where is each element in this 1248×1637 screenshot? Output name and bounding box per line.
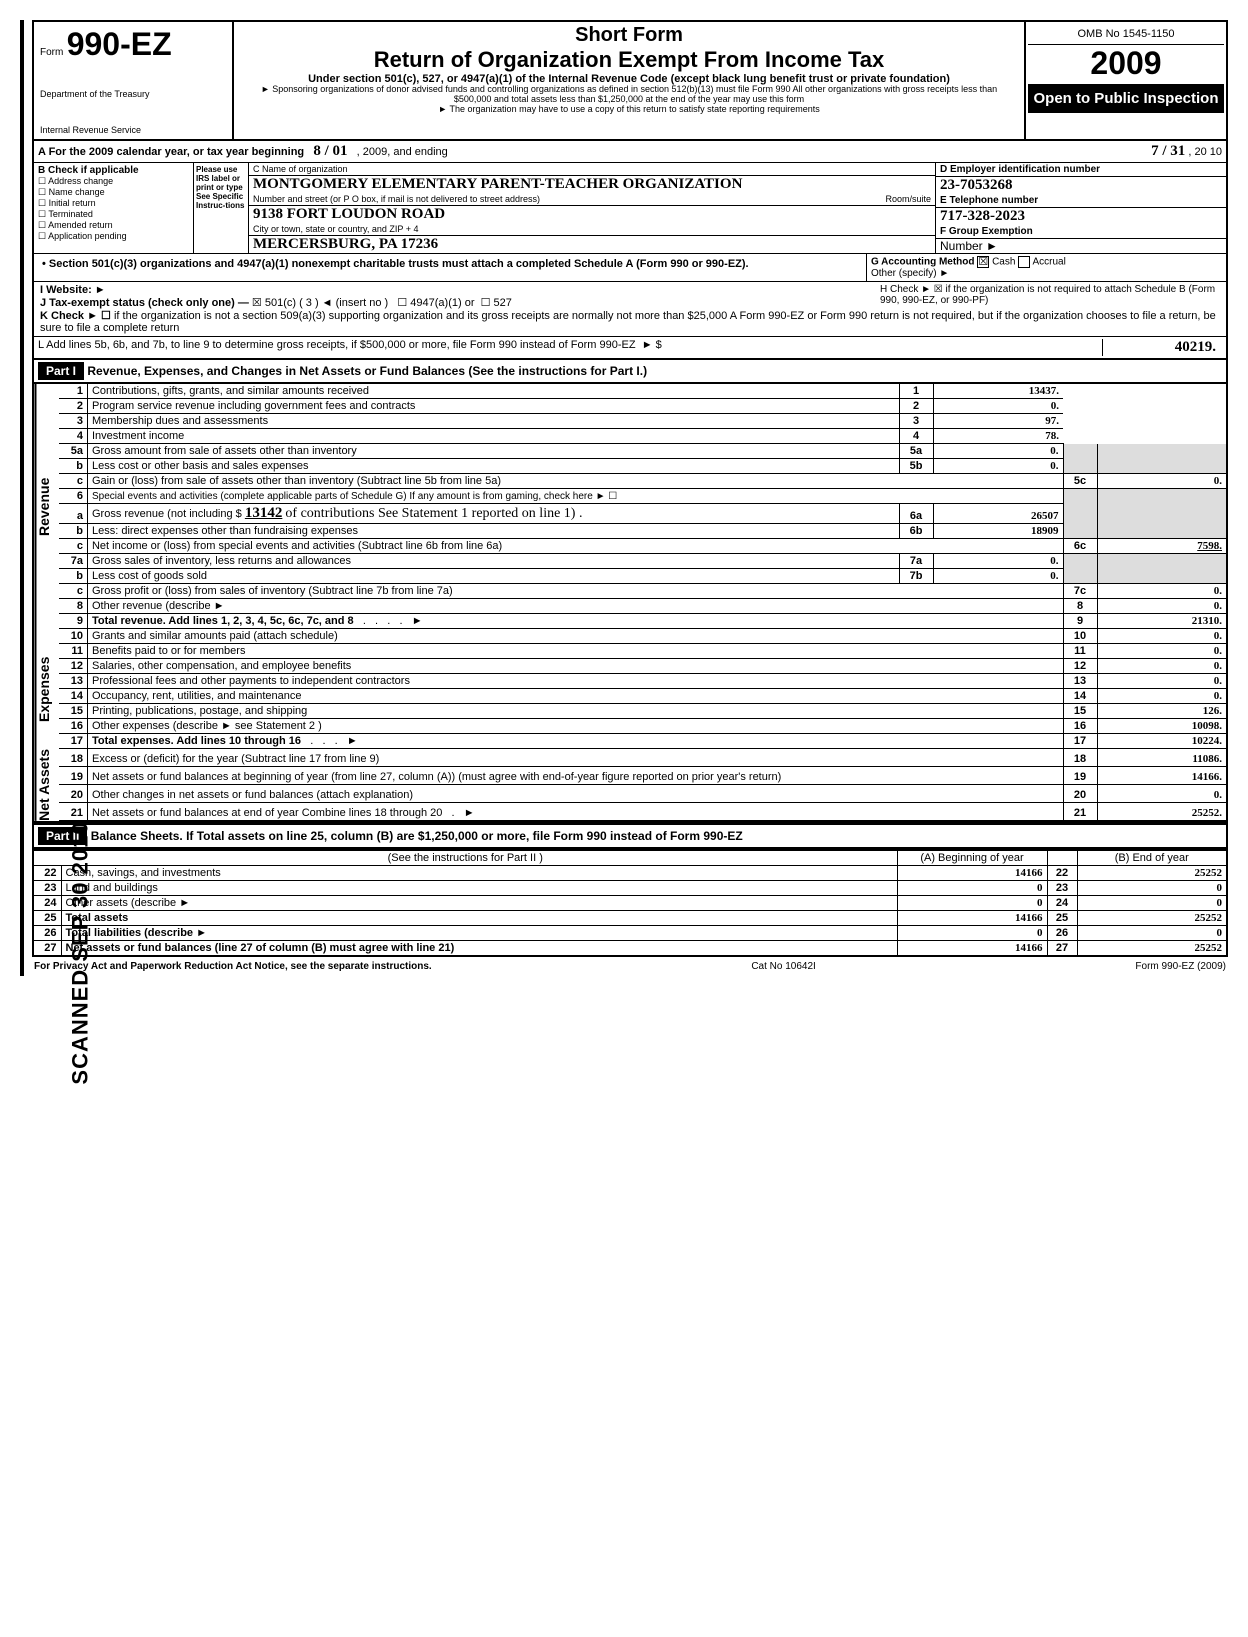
sec501-text: • Section 501(c)(3) organizations and 49… bbox=[34, 254, 866, 281]
part1-badge: Part I bbox=[38, 362, 84, 380]
scanned-stamp: SCANNED SEP 30 2010 bbox=[68, 821, 94, 1084]
tax-year: 2009 bbox=[1028, 45, 1224, 82]
dept-irs: Internal Revenue Service bbox=[40, 125, 226, 135]
k-label: K Check ► ☐ bbox=[40, 310, 111, 322]
section-501: • Section 501(c)(3) organizations and 49… bbox=[32, 254, 1228, 282]
bs-col-a: (A) Beginning of year bbox=[897, 850, 1047, 866]
k-text: if the organization is not a section 509… bbox=[40, 310, 1216, 334]
netassets-table: 18Excess or (deficit) for the year (Subt… bbox=[59, 749, 1228, 821]
dept-treasury: Department of the Treasury bbox=[40, 89, 226, 99]
chk-address[interactable]: ☐ Address change bbox=[38, 176, 189, 187]
org-city: MERCERSBURG, PA 17236 bbox=[249, 236, 935, 253]
part2-title: Balance Sheets. If Total assets on line … bbox=[91, 829, 743, 843]
l-text: L Add lines 5b, 6b, and 7b, to line 9 to… bbox=[38, 339, 636, 351]
form-label: Form bbox=[40, 47, 63, 58]
part1-header: Part I Revenue, Expenses, and Changes in… bbox=[32, 360, 1228, 384]
open-public-badge: Open to Public Inspection bbox=[1028, 84, 1224, 113]
please-use-label: Please use IRS label or print or type Se… bbox=[194, 163, 249, 253]
tax-year-end: 7 / 31 bbox=[1151, 143, 1185, 159]
line-a: A For the 2009 calendar year, or tax yea… bbox=[32, 141, 1228, 163]
line-a-label: A For the 2009 calendar year, or tax yea… bbox=[38, 146, 304, 158]
section-ijk: H Check ► ☒ if the organization is not r… bbox=[32, 282, 1228, 337]
j-4947: ☐ 4947(a)(1) or bbox=[397, 297, 474, 309]
chk-amended[interactable]: ☐ Amended return bbox=[38, 220, 189, 231]
footer-right: Form 990-EZ (2009) bbox=[1135, 961, 1226, 972]
chk-name[interactable]: ☐ Name change bbox=[38, 187, 189, 198]
j-527: ☐ 527 bbox=[481, 297, 512, 309]
line-a-mid: , 2009, and ending bbox=[357, 146, 448, 158]
form-header: Form 990-EZ Department of the Treasury I… bbox=[32, 20, 1228, 141]
f-number-label: Number ► bbox=[940, 239, 998, 253]
j-label: J Tax-exempt status (check only one) — bbox=[40, 297, 249, 309]
c-addr-label: Number and street (or P O box, if mail i… bbox=[253, 194, 540, 204]
revenue-table: 1Contributions, gifts, grants, and simil… bbox=[59, 384, 1228, 629]
form-number: 990-EZ bbox=[67, 26, 172, 62]
phone: 717-328-2023 bbox=[936, 208, 1226, 225]
bs-col-b: (B) End of year bbox=[1077, 850, 1227, 866]
c-name-label: C Name of organization bbox=[253, 164, 348, 174]
c-city-label: City or town, state or country, and ZIP … bbox=[253, 224, 419, 234]
l-arrow: ► $ bbox=[642, 339, 662, 351]
e-label: E Telephone number bbox=[940, 195, 1038, 206]
footer-left: For Privacy Act and Paperwork Reduction … bbox=[34, 961, 432, 972]
tax-year-end-yr: , 20 10 bbox=[1188, 146, 1222, 158]
org-info-row: B Check if applicable ☐ Address change ☐… bbox=[32, 163, 1228, 254]
header-note2: ► The organization may have to use a cop… bbox=[242, 105, 1016, 115]
short-form-label: Short Form bbox=[242, 24, 1016, 47]
netassets-side-label: Net Assets bbox=[34, 749, 59, 821]
chk-initial[interactable]: ☐ Initial return bbox=[38, 198, 189, 209]
i-website: I Website: ► bbox=[40, 284, 106, 296]
header-note1: ► Sponsoring organizations of donor advi… bbox=[242, 85, 1016, 105]
chk-cash[interactable]: ☒ bbox=[977, 256, 989, 268]
year-suffix: 09 bbox=[1126, 45, 1162, 81]
org-address: 9138 FORT LOUDON ROAD bbox=[249, 206, 935, 223]
chk-terminated[interactable]: ☐ Terminated bbox=[38, 209, 189, 220]
balance-sheet-table: (See the instructions for Part II ) (A) … bbox=[32, 849, 1228, 957]
room-label: Room/suite bbox=[885, 194, 931, 204]
line-l: L Add lines 5b, 6b, and 7b, to line 9 to… bbox=[32, 337, 1228, 360]
tax-year-begin: 8 / 01 bbox=[313, 143, 347, 159]
year-prefix: 20 bbox=[1090, 45, 1126, 81]
d-label: D Employer identification number bbox=[940, 164, 1100, 175]
part1-title: Revenue, Expenses, and Changes in Net As… bbox=[87, 364, 647, 378]
revenue-side-label: Revenue bbox=[34, 384, 59, 629]
l-value: 40219. bbox=[1102, 339, 1222, 356]
omb-number: OMB No 1545-1150 bbox=[1028, 24, 1224, 45]
g-label: G Accounting Method bbox=[871, 257, 975, 268]
f-label: F Group Exemption bbox=[940, 226, 1033, 237]
expenses-table: 10Grants and similar amounts paid (attac… bbox=[59, 629, 1228, 749]
part2-header: Part II Balance Sheets. If Total assets … bbox=[32, 823, 1228, 849]
footer-mid: Cat No 10642I bbox=[751, 961, 816, 972]
form-title: Return of Organization Exempt From Incom… bbox=[242, 47, 1016, 73]
part2-sub: (See the instructions for Part II ) bbox=[33, 850, 897, 866]
page-footer: For Privacy Act and Paperwork Reduction … bbox=[32, 957, 1228, 976]
h-text: H Check ► ☒ if the organization is not r… bbox=[880, 284, 1220, 306]
chk-accrual[interactable] bbox=[1018, 256, 1030, 268]
ein: 23-7053268 bbox=[936, 177, 1226, 194]
chk-pending[interactable]: ☐ Application pending bbox=[38, 231, 189, 242]
org-name: MONTGOMERY ELEMENTARY PARENT-TEACHER ORG… bbox=[249, 176, 935, 193]
expenses-side-label: Expenses bbox=[34, 629, 59, 749]
g-other: Other (specify) ► bbox=[871, 268, 1222, 279]
section-b-title: B Check if applicable bbox=[38, 165, 139, 176]
j-501c: ☒ 501(c) ( 3 ) ◄ (insert no ) bbox=[252, 297, 388, 309]
